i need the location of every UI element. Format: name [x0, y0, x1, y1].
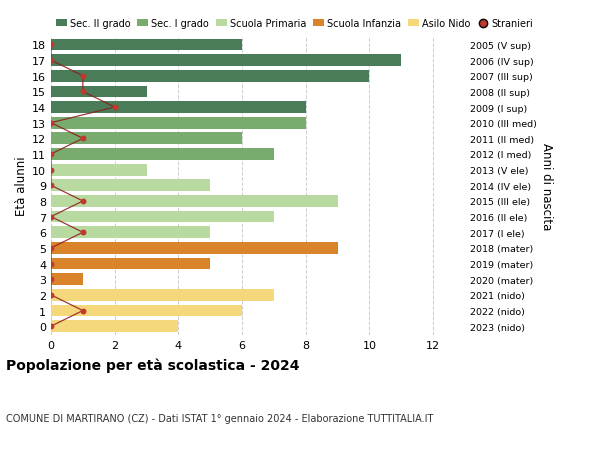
Bar [51, 164, 146, 176]
Point [46, 323, 56, 330]
Bar [51, 274, 83, 285]
Bar [51, 242, 338, 254]
Bar [51, 227, 210, 239]
Legend: Sec. II grado, Sec. I grado, Scuola Primaria, Scuola Infanzia, Asilo Nido, Stran: Sec. II grado, Sec. I grado, Scuola Prim… [56, 19, 533, 29]
Point [46, 291, 56, 299]
Bar [51, 102, 306, 114]
Bar [51, 118, 306, 129]
Point [46, 182, 56, 190]
Bar [51, 180, 210, 192]
Y-axis label: Anni di nascita: Anni di nascita [541, 142, 553, 230]
Point [46, 245, 56, 252]
Point [78, 307, 88, 314]
Bar [51, 71, 370, 83]
Y-axis label: Età alunni: Età alunni [15, 156, 28, 216]
Text: Popolazione per età scolastica - 2024: Popolazione per età scolastica - 2024 [6, 358, 299, 373]
Point [46, 57, 56, 65]
Point [78, 89, 88, 96]
Point [78, 73, 88, 80]
Point [110, 104, 119, 112]
Bar [51, 86, 146, 98]
Bar [51, 196, 338, 207]
Point [78, 229, 88, 236]
Point [78, 198, 88, 205]
Point [46, 42, 56, 49]
Bar [51, 39, 242, 51]
Point [46, 167, 56, 174]
Point [46, 120, 56, 127]
Point [46, 151, 56, 158]
Bar [51, 289, 274, 301]
Bar [51, 305, 242, 317]
Point [46, 213, 56, 221]
Text: COMUNE DI MARTIRANO (CZ) - Dati ISTAT 1° gennaio 2024 - Elaborazione TUTTITALIA.: COMUNE DI MARTIRANO (CZ) - Dati ISTAT 1°… [6, 413, 433, 423]
Bar [51, 258, 210, 270]
Point [78, 135, 88, 143]
Bar [51, 133, 242, 145]
Bar [51, 149, 274, 161]
Point [46, 276, 56, 283]
Bar [51, 55, 401, 67]
Bar [51, 321, 178, 332]
Point [46, 260, 56, 268]
Bar [51, 211, 274, 223]
